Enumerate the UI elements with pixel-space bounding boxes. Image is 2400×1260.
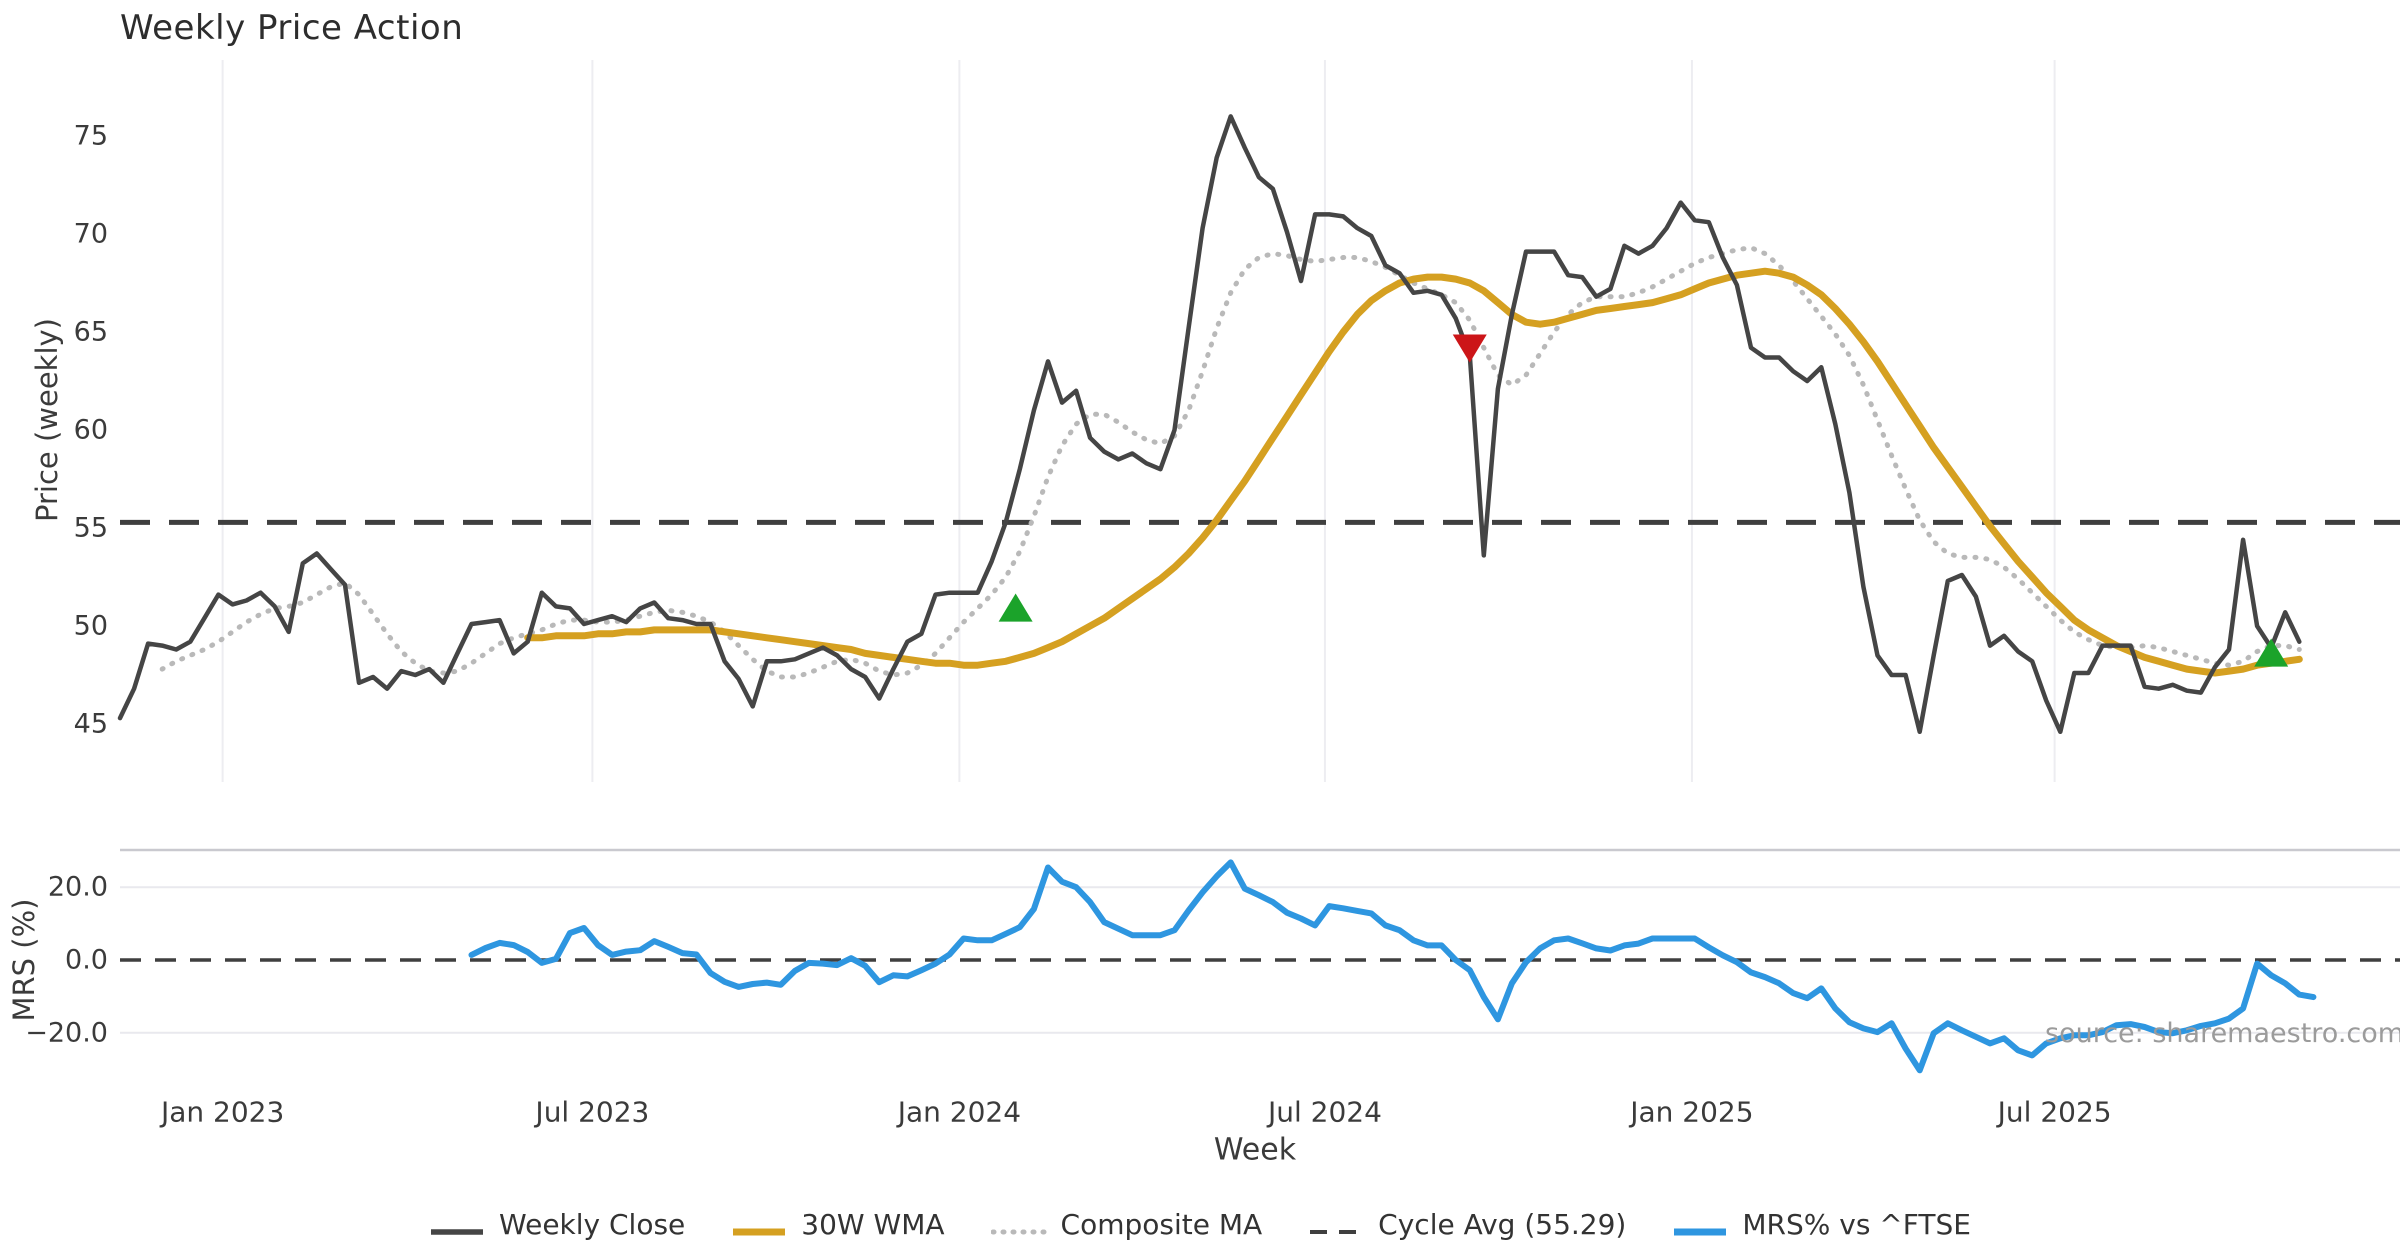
legend-item-composite-ma[interactable]: Composite MA xyxy=(990,1208,1263,1241)
mrs-ytick: −20.0 xyxy=(25,1017,108,1049)
legend-label: Composite MA xyxy=(1060,1208,1263,1241)
price-ytick: 65 xyxy=(73,316,108,348)
legend-item-weekly-close[interactable]: Weekly Close xyxy=(429,1208,685,1241)
buy-signal-marker xyxy=(2254,638,2289,667)
mrs-ytick: 20.0 xyxy=(47,871,108,903)
price-axis-label: Price (weekly) xyxy=(30,317,64,523)
mrs-axis-label: MRS (%) xyxy=(7,898,41,1022)
price-ytick: 70 xyxy=(73,218,108,250)
price-ytick: 60 xyxy=(73,414,108,446)
series-composite-ma xyxy=(159,245,2302,680)
price-ytick: 45 xyxy=(73,708,108,740)
price-ytick: 55 xyxy=(73,512,108,544)
legend-swatch-icon xyxy=(990,1221,1048,1234)
legend-item-30w-wma[interactable]: 30W WMA xyxy=(731,1208,945,1241)
legend-label: Weekly Close xyxy=(499,1208,686,1241)
chart-legend: Weekly Close 30W WMA Composite MA Cycle Avg… xyxy=(0,1208,2400,1241)
x-tick: Jan 2024 xyxy=(897,1095,1022,1129)
price-ytick: 75 xyxy=(73,120,108,152)
price-ytick: 50 xyxy=(73,610,108,642)
legend-swatch-icon xyxy=(1308,1221,1364,1234)
legend-swatch-icon xyxy=(1672,1221,1728,1235)
chart-title: Weekly Price Action xyxy=(120,8,464,48)
x-tick: Jul 2025 xyxy=(1997,1095,2112,1129)
legend-swatch-icon xyxy=(731,1221,787,1235)
legend-label: MRS% vs ^FTSE xyxy=(1742,1208,1971,1241)
legend-label: Cycle Avg (55.29) xyxy=(1378,1208,1627,1241)
x-axis-title: Week xyxy=(1213,1132,1297,1168)
x-tick: Jan 2025 xyxy=(1630,1095,1754,1129)
series-weekly-close xyxy=(117,114,2302,735)
legend-item-cycle-avg-55-29-[interactable]: Cycle Avg (55.29) xyxy=(1308,1208,1626,1241)
series-mrs xyxy=(468,859,2317,1074)
legend-label: 30W WMA xyxy=(801,1208,945,1241)
series-30w-wma xyxy=(524,267,2303,677)
source-watermark: source: sharemaestro.com xyxy=(2045,1018,2400,1049)
legend-swatch-icon xyxy=(429,1221,485,1235)
x-tick: Jan 2023 xyxy=(160,1095,285,1129)
buy-signal-marker xyxy=(998,593,1033,622)
x-tick: Jul 2023 xyxy=(535,1095,650,1129)
legend-item-mrs-vs-ftse[interactable]: MRS% vs ^FTSE xyxy=(1672,1208,1971,1241)
mrs-ytick: 0.0 xyxy=(65,944,108,976)
x-tick: Jul 2024 xyxy=(1267,1095,1382,1129)
sell-signal-marker xyxy=(1452,334,1487,363)
